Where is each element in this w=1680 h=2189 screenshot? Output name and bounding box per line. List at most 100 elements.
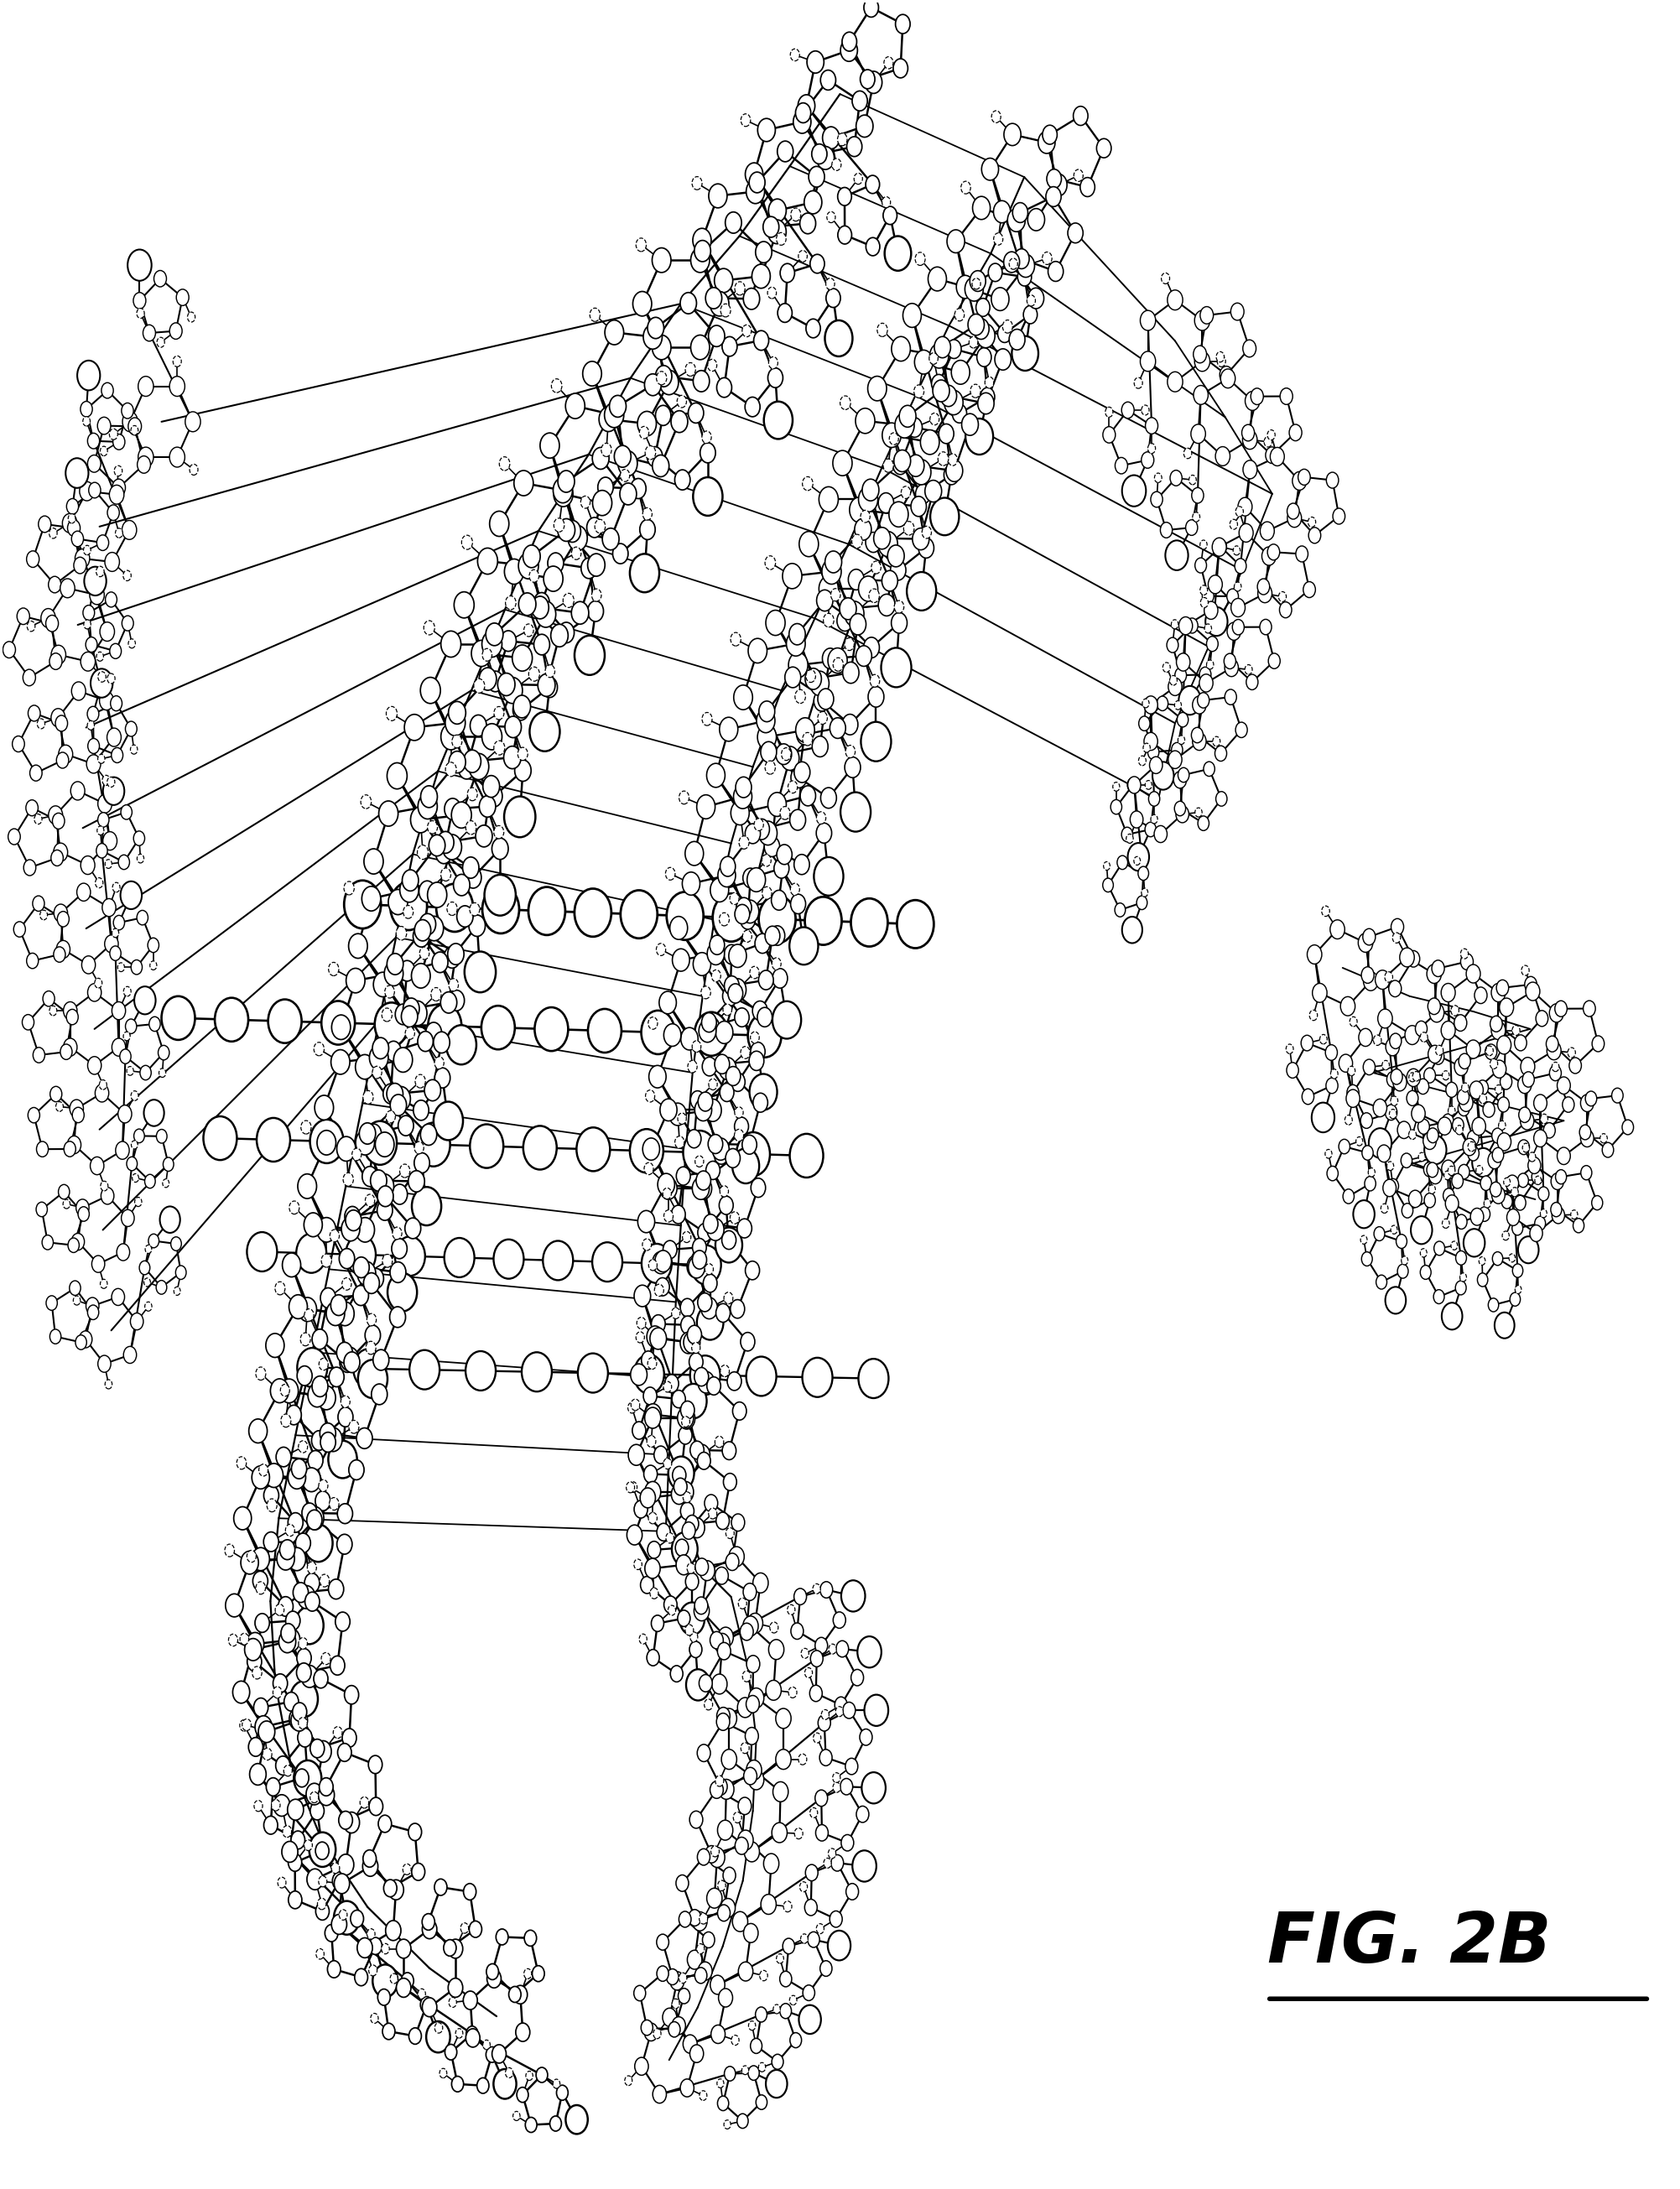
Circle shape (1233, 619, 1245, 635)
Circle shape (746, 1357, 776, 1397)
Circle shape (865, 239, 880, 256)
Circle shape (395, 1237, 425, 1276)
Circle shape (869, 687, 884, 707)
Circle shape (954, 309, 964, 322)
Circle shape (420, 1996, 433, 2014)
Circle shape (647, 447, 662, 466)
Circle shape (790, 2034, 801, 2047)
Circle shape (405, 714, 425, 740)
Circle shape (160, 1206, 180, 1232)
Circle shape (144, 1302, 151, 1311)
Circle shape (139, 1261, 150, 1274)
Circle shape (674, 1478, 687, 1495)
Circle shape (754, 935, 769, 952)
Circle shape (1312, 983, 1327, 1003)
Circle shape (892, 455, 907, 475)
Circle shape (454, 873, 470, 895)
Circle shape (469, 1922, 482, 1937)
Circle shape (843, 661, 858, 683)
Circle shape (234, 1506, 252, 1530)
Circle shape (746, 1261, 759, 1281)
Circle shape (734, 282, 744, 296)
Circle shape (66, 458, 89, 488)
Circle shape (346, 1235, 376, 1274)
Circle shape (714, 1145, 727, 1165)
Circle shape (991, 287, 1010, 311)
Circle shape (338, 1742, 351, 1762)
Circle shape (726, 1554, 739, 1570)
Circle shape (1320, 1035, 1327, 1044)
Circle shape (719, 1195, 732, 1215)
Circle shape (299, 1440, 307, 1453)
Circle shape (759, 1970, 768, 1981)
Circle shape (255, 1583, 265, 1594)
Circle shape (99, 622, 114, 641)
Circle shape (813, 1734, 822, 1742)
Circle shape (72, 1232, 84, 1250)
Circle shape (104, 935, 118, 952)
Circle shape (790, 1996, 796, 2005)
Circle shape (1122, 403, 1134, 418)
Circle shape (104, 552, 119, 571)
Circle shape (895, 414, 914, 438)
Circle shape (425, 1022, 442, 1042)
Circle shape (1280, 387, 1292, 405)
Circle shape (40, 911, 47, 919)
Circle shape (929, 344, 949, 368)
Circle shape (729, 1548, 744, 1567)
Circle shape (1492, 1252, 1504, 1265)
Circle shape (638, 1211, 655, 1232)
Circle shape (727, 983, 743, 1003)
Circle shape (133, 832, 144, 845)
Circle shape (49, 528, 57, 538)
Circle shape (793, 109, 811, 134)
Circle shape (87, 433, 99, 449)
Circle shape (282, 1826, 292, 1837)
Circle shape (816, 589, 833, 611)
Circle shape (50, 1086, 62, 1101)
Circle shape (1178, 736, 1184, 744)
Circle shape (862, 1773, 885, 1804)
Circle shape (1146, 781, 1152, 790)
Circle shape (1519, 1237, 1539, 1263)
Circle shape (1534, 1130, 1547, 1147)
Circle shape (857, 116, 874, 138)
Circle shape (344, 1206, 360, 1226)
Circle shape (697, 1092, 712, 1112)
Circle shape (370, 1937, 381, 1955)
Circle shape (1386, 1038, 1399, 1055)
Circle shape (610, 396, 627, 418)
Circle shape (282, 1252, 301, 1276)
Circle shape (40, 609, 55, 628)
Circle shape (706, 287, 722, 309)
Circle shape (806, 320, 820, 337)
Circle shape (684, 2036, 697, 2053)
Circle shape (158, 1046, 170, 1059)
Circle shape (522, 545, 541, 567)
Circle shape (321, 1287, 336, 1309)
Circle shape (72, 681, 86, 700)
Circle shape (144, 1099, 165, 1125)
Circle shape (375, 1173, 393, 1200)
Circle shape (34, 814, 42, 823)
Circle shape (968, 313, 984, 335)
Circle shape (640, 427, 648, 438)
Circle shape (840, 598, 857, 619)
Circle shape (637, 1318, 645, 1329)
Circle shape (754, 819, 769, 841)
Circle shape (640, 519, 655, 541)
Circle shape (304, 1574, 319, 1594)
Circle shape (255, 1716, 272, 1738)
Circle shape (25, 799, 39, 816)
Circle shape (1267, 429, 1275, 440)
Circle shape (519, 593, 536, 615)
Circle shape (1428, 1184, 1435, 1193)
Circle shape (418, 880, 435, 902)
Circle shape (437, 832, 454, 854)
Circle shape (724, 1473, 736, 1491)
Circle shape (902, 304, 921, 328)
Circle shape (1203, 589, 1215, 604)
Circle shape (1191, 488, 1203, 503)
Circle shape (1393, 1073, 1406, 1090)
Circle shape (297, 1366, 312, 1386)
